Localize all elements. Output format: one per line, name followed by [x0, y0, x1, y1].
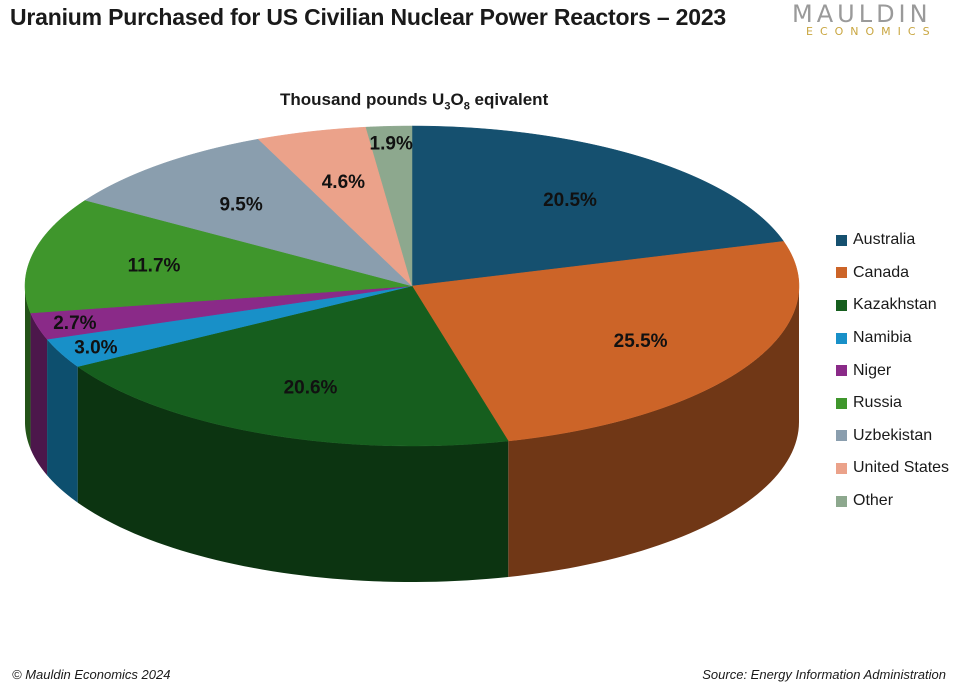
legend-swatch-kazakhstan: [836, 299, 847, 311]
legend-swatch-australia: [836, 234, 847, 246]
subtitle-mid: O: [450, 90, 464, 109]
source-note: Source: Energy Information Administratio…: [702, 667, 946, 682]
legend-swatch-other: [836, 495, 847, 507]
legend-label-kazakhstan: Kazakhstan: [853, 296, 937, 314]
copyright-note: © Mauldin Economics 2024: [12, 667, 171, 682]
legend-item-canada: Canada: [836, 257, 949, 290]
pie-slice-russia: [24, 199, 413, 314]
pie-data-labels: 20.5% 25.5% 20.6% 3.0% 2.7% 11.7% 9.5% 4.6%1.9%: [53, 133, 667, 398]
legend-label-namibia: Namibia: [853, 329, 912, 347]
chart-title: Uranium Purchased for US Civilian Nuclea…: [10, 4, 727, 30]
legend-label-united-states: United States: [853, 459, 950, 477]
pie-side-namibia: [47, 339, 78, 503]
legend-label-niger: Niger: [853, 361, 892, 379]
legend-item-australia: Australia: [836, 224, 949, 257]
data-label-canada: 25.5%: [614, 331, 668, 352]
legend-swatch-namibia: [836, 332, 847, 344]
legend-label-canada: Canada: [853, 263, 910, 281]
legend-swatch-russia: [836, 397, 847, 409]
data-label-kazakhstan: 20.6%: [284, 377, 338, 398]
pie-side-kazakhstan: [77, 366, 509, 582]
pie-slice-canada: [411, 241, 800, 442]
legend-label-australia: Australia: [853, 231, 916, 249]
legend-item-kazakhstan: Kazakhstan: [836, 289, 949, 322]
pie-slice-uzbekistan: [84, 138, 413, 287]
data-label-uzbekistan: 9.5%: [219, 194, 262, 215]
pie-slice-kazakhstan: [77, 285, 509, 447]
data-label-australia: 20.5%: [543, 190, 597, 211]
pie-side-russia: [25, 286, 31, 450]
legend-swatch-uzbekistan: [836, 430, 847, 442]
subtitle-sub-8: 8: [463, 100, 470, 113]
legend-label-russia: Russia: [853, 394, 902, 412]
legend-label-uzbekistan: Uzbekistan: [853, 426, 933, 444]
pie-slice-australia: [411, 125, 785, 287]
pie-side-walls: [25, 286, 799, 582]
logo-main-text: MAULDIN: [792, 0, 932, 28]
pie-side-niger: [30, 313, 48, 476]
subtitle-sub-3: 3: [444, 100, 451, 113]
pie-slice-other: [365, 125, 413, 287]
pie-slice-namibia: [46, 285, 413, 367]
data-label-namibia: 3.0%: [74, 338, 117, 359]
pie-slice-niger: [30, 285, 413, 340]
chart-legend: Australia Canada Kazakhstan Namibia Niger Rus…: [836, 224, 949, 517]
data-label-niger: 2.7%: [53, 313, 96, 334]
legend-item-united-states: United States: [836, 452, 949, 485]
subtitle-suffix: eqivalent: [469, 90, 549, 109]
pie-top: [24, 125, 800, 447]
subtitle-prefix: Thousand pounds U: [280, 90, 445, 109]
chart-subtitle: Thousand pounds U3O8 eqivalent: [280, 90, 548, 112]
legend-swatch-niger: [836, 365, 847, 377]
logo-sub-text: ECONOMICS: [806, 25, 937, 38]
legend-item-namibia: Namibia: [836, 322, 949, 355]
legend-swatch-canada: [836, 267, 847, 279]
legend-item-russia: Russia: [836, 387, 949, 420]
data-label-other: 1.9%: [370, 133, 413, 154]
legend-item-uzbekistan: Uzbekistan: [836, 420, 949, 453]
legend-item-other: Other: [836, 485, 949, 518]
legend-label-other: Other: [853, 492, 894, 510]
legend-item-niger: Niger: [836, 354, 949, 387]
data-label-united-states: 4.6%: [322, 172, 365, 193]
pie-side-canada: [508, 286, 799, 577]
legend-swatch-united-states: [836, 462, 847, 474]
mauldin-logo: MAULDIN ECONOMICS: [792, 2, 962, 38]
pie-slice-united-states: [257, 126, 413, 287]
data-label-russia: 11.7%: [128, 256, 181, 277]
